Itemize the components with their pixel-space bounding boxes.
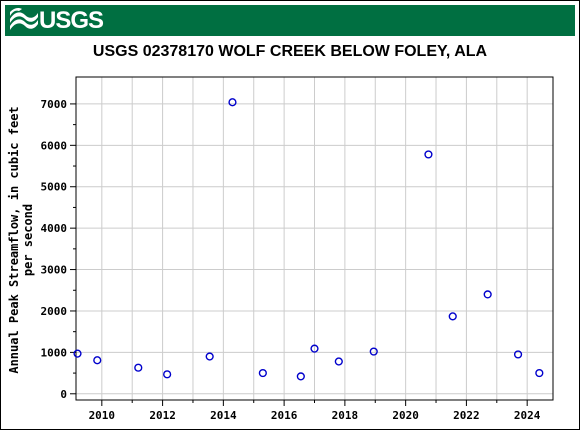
x-tick-label: 2012	[149, 409, 176, 422]
y-tick-label: 3000	[41, 264, 68, 277]
data-point	[134, 363, 143, 372]
data-point	[483, 290, 492, 299]
y-tick-label: 7000	[41, 98, 68, 111]
x-tick-label: 2016	[271, 409, 298, 422]
data-point	[369, 347, 378, 356]
x-tick-label: 2014	[210, 409, 237, 422]
data-point	[93, 356, 102, 365]
data-point	[296, 372, 305, 381]
data-point	[228, 98, 237, 107]
y-axis-label-line2: per second	[21, 204, 35, 276]
y-axis-ticks: 0 1000 2000 3000 4000 5000 6000 7000	[41, 98, 76, 401]
y-tick-label: 2000	[41, 305, 68, 318]
data-point	[163, 370, 172, 379]
data-point	[334, 357, 343, 366]
data-point	[513, 350, 523, 359]
y-axis-label-line1: Annual Peak Streamflow, in cubic feet	[7, 106, 21, 373]
y-tick-label: 1000	[41, 346, 68, 359]
y-tick-label: 4000	[41, 222, 68, 235]
data-point	[258, 368, 267, 378]
x-axis-ticks: 2010 2012 2014 2016 2018 2020 2022 2024	[89, 400, 541, 422]
x-tick-label: 2022	[453, 409, 480, 422]
x-tick-label: 2024	[514, 409, 541, 422]
x-tick-label: 2020	[392, 409, 419, 422]
chart-title: USGS 02378170 WOLF CREEK BELOW FOLEY, AL…	[92, 43, 488, 60]
data-point	[73, 349, 82, 358]
data-point	[448, 312, 457, 321]
data-point	[205, 352, 214, 361]
data-points	[73, 98, 544, 381]
x-tick-label: 2010	[89, 409, 116, 422]
data-point	[535, 368, 544, 378]
grid-lines	[76, 77, 553, 400]
data-point	[424, 150, 433, 159]
usgs-banner: USGS	[5, 5, 575, 36]
x-tick-label: 2018	[332, 409, 359, 422]
data-point	[310, 344, 319, 353]
y-tick-label: 6000	[41, 139, 68, 152]
usgs-logo-text: USGS	[39, 7, 104, 34]
y-tick-label: 0	[60, 388, 67, 401]
y-tick-label: 5000	[41, 181, 68, 194]
usgs-logo[interactable]: USGS	[9, 5, 104, 36]
usgs-wave-icon	[10, 7, 38, 30]
y-axis-label: Annual Peak Streamflow, in cubic feet pe…	[7, 106, 35, 373]
